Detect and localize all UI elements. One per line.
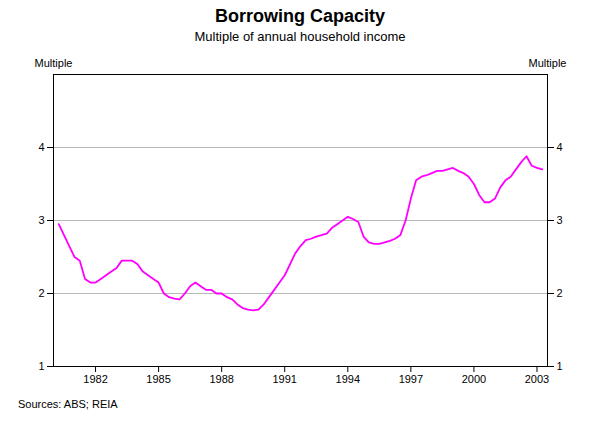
svg-text:2000: 2000 [462,373,486,385]
svg-text:Multiple: Multiple [529,57,567,69]
html-text:Borrowing Capacity: Borrowing Capacity [215,6,385,26]
html-text:Sources: ABS; REIA: Sources: ABS; REIA [18,398,118,410]
svg-text:1: 1 [557,360,563,372]
svg-text:4: 4 [38,141,44,153]
svg-text:2: 2 [557,287,563,299]
svg-text:3: 3 [557,214,563,226]
svg-text:1988: 1988 [209,373,233,385]
svg-text:Multiple: Multiple [35,57,73,69]
svg-text:2003: 2003 [525,373,549,385]
svg-text:1997: 1997 [399,373,423,385]
html-text:Multiple of annual household i: Multiple of annual household income [194,29,406,44]
svg-text:3: 3 [38,214,44,226]
svg-text:1994: 1994 [336,373,360,385]
svg-text:4: 4 [557,141,563,153]
svg-text:1991: 1991 [272,373,296,385]
svg-text:1985: 1985 [146,373,170,385]
svg-text:1: 1 [38,360,44,372]
svg-text:2: 2 [38,287,44,299]
svg-text:1982: 1982 [83,373,107,385]
